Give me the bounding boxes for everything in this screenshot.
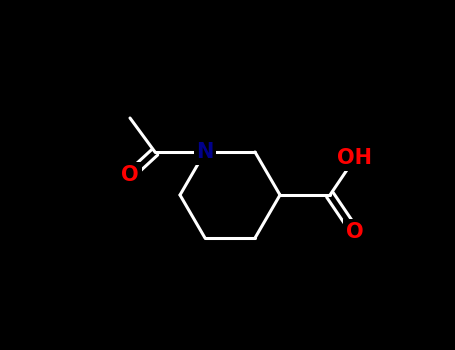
Text: O: O	[121, 165, 139, 185]
Text: N: N	[196, 142, 214, 162]
Text: O: O	[346, 222, 364, 242]
Text: OH: OH	[338, 148, 373, 168]
